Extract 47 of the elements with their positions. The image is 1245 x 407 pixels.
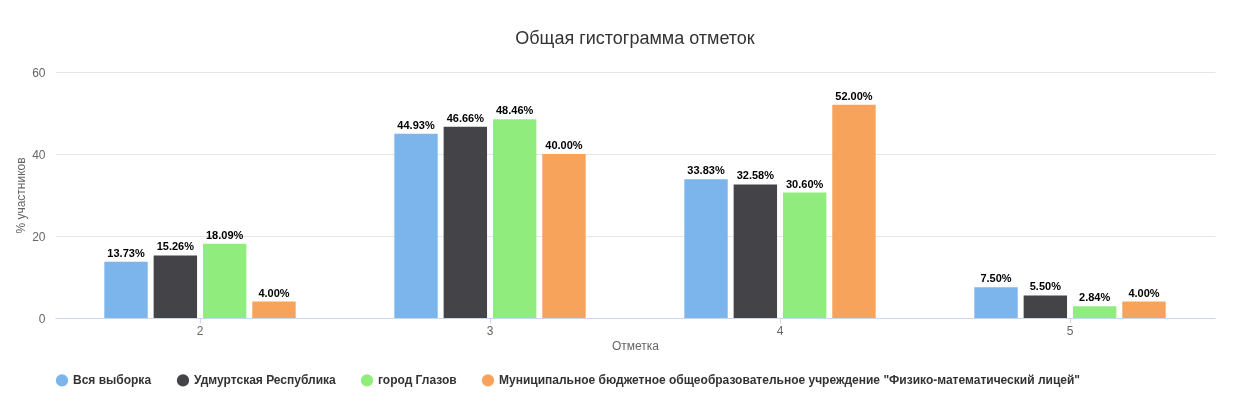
x-tick-label: 3 — [486, 323, 494, 338]
bar — [153, 255, 198, 318]
data-label: 46.66% — [446, 111, 485, 124]
data-label: 4.00% — [1128, 286, 1160, 299]
chart-title: Общая гистограмма отметок — [515, 28, 755, 48]
bar — [104, 261, 148, 318]
x-axis-title: Отметка — [611, 338, 660, 353]
data-label: 40.00% — [545, 139, 583, 151]
bar — [202, 243, 247, 318]
bar — [782, 192, 827, 318]
legend-label: Муниципальное бюджетное общеобразовательное учреждение "Физико-математический лицей" — [499, 373, 1081, 388]
bar — [1072, 306, 1117, 318]
data-label: 7.50% — [980, 272, 1012, 285]
data-label: 4.00% — [258, 286, 290, 299]
bar — [492, 119, 537, 318]
y-tick-label: 40 — [32, 147, 46, 162]
bar — [542, 154, 586, 318]
legend-label: Вся выборка — [73, 373, 152, 388]
x-tick-label: 2 — [196, 323, 204, 338]
data-label: 5.50% — [1029, 280, 1062, 293]
y-tick-label: 60 — [32, 65, 46, 80]
y-tick-label: 20 — [32, 229, 46, 244]
data-label: 44.93% — [397, 118, 435, 131]
x-tick-label: 4 — [776, 323, 784, 338]
bar — [443, 126, 488, 318]
legend-label: Удмуртская Республика — [194, 373, 337, 388]
bar — [394, 133, 438, 318]
x-tick-label: 5 — [1066, 323, 1074, 338]
data-label: 30.60% — [786, 177, 824, 190]
legend-label: город Глазов — [378, 373, 457, 388]
y-axis-title: % участников — [14, 157, 29, 234]
bar — [1023, 295, 1068, 318]
bar — [684, 179, 728, 318]
bar — [252, 301, 296, 318]
bar — [974, 287, 1018, 318]
y-tick-label: 0 — [38, 311, 46, 326]
data-label: 32.58% — [736, 169, 775, 182]
bar — [832, 104, 876, 318]
data-label: 13.73% — [107, 246, 145, 259]
bar — [733, 184, 778, 318]
data-label: 33.83% — [687, 164, 725, 177]
bar — [1122, 301, 1166, 318]
data-label: 2.84% — [1079, 291, 1111, 304]
data-label: 15.26% — [156, 240, 195, 253]
data-label: 18.09% — [206, 228, 244, 241]
data-label: 48.46% — [496, 104, 534, 117]
data-label: 52.00% — [835, 89, 873, 102]
